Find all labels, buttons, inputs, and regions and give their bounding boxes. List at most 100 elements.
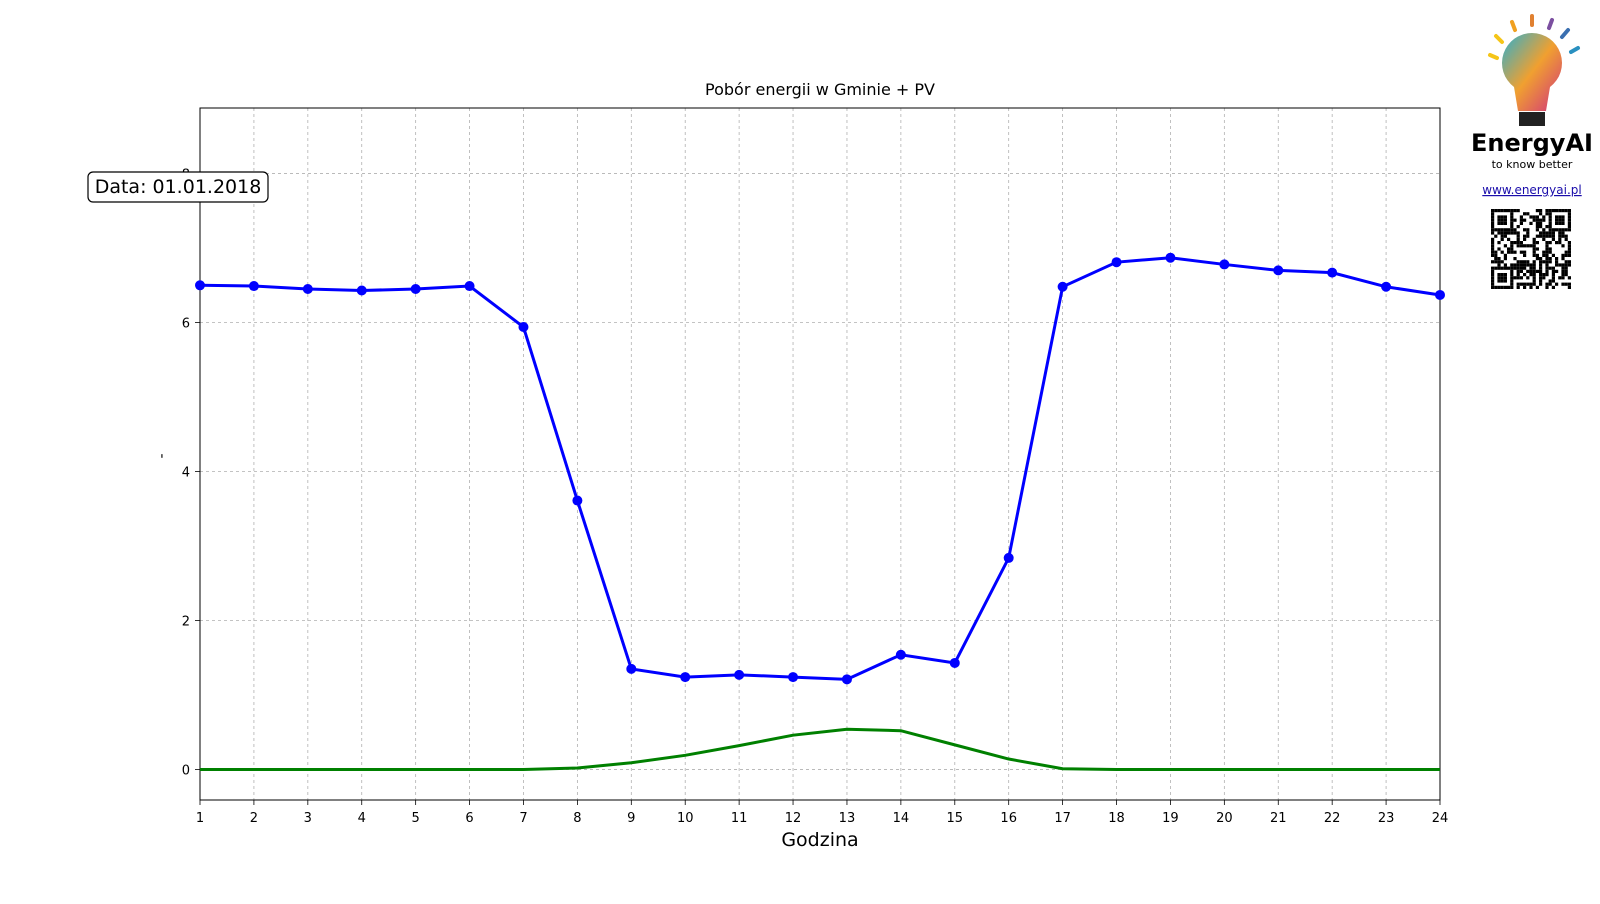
qr-cell (1567, 285, 1571, 289)
qr-cell (1555, 209, 1559, 213)
qr-cell (1494, 285, 1498, 289)
qr-cell (1500, 273, 1504, 277)
qr-cell (1491, 237, 1495, 241)
data-point (680, 672, 691, 683)
qr-cell (1535, 228, 1539, 232)
qr-cell (1542, 250, 1546, 254)
qr-cell (1545, 257, 1549, 261)
qr-cell (1558, 231, 1562, 235)
data-point (464, 281, 475, 292)
qr-cell (1561, 244, 1565, 248)
qr-cell (1526, 260, 1530, 264)
qr-cell (1526, 212, 1530, 216)
qr-cell (1500, 218, 1504, 222)
data-point (949, 657, 960, 668)
qr-cell (1545, 241, 1549, 245)
qr-cell (1523, 218, 1527, 222)
qr-cell (1539, 257, 1543, 261)
qr-cell (1532, 282, 1536, 286)
qr-cell (1551, 253, 1555, 257)
qr-cell (1529, 263, 1533, 267)
qr-cell (1532, 250, 1536, 254)
qr-cell (1510, 273, 1514, 277)
qr-cell (1510, 276, 1514, 280)
qr-cell (1555, 221, 1559, 225)
qr-cell (1497, 221, 1501, 225)
qr-cell (1561, 228, 1565, 232)
qr-cell (1500, 231, 1504, 235)
qr-cell (1516, 282, 1520, 286)
qr-cell (1542, 276, 1546, 280)
qr-cell (1561, 263, 1565, 267)
qr-cell (1551, 276, 1555, 280)
qr-cell (1507, 231, 1511, 235)
qr-cell (1532, 276, 1536, 280)
qr-cell (1494, 266, 1498, 270)
qr-cell (1542, 260, 1546, 264)
x-tick-label: 17 (1054, 811, 1071, 826)
qr-cell (1523, 285, 1527, 289)
logo: EnergyAI to know better www.energyai.pl (1471, 14, 1593, 289)
qr-cell (1519, 215, 1523, 219)
qr-cell (1539, 263, 1543, 267)
qr-cell (1532, 215, 1536, 219)
x-tick-label: 21 (1270, 811, 1287, 826)
qr-cell (1497, 215, 1501, 219)
y-tick-label: 2 (182, 614, 190, 629)
qr-cell (1535, 209, 1539, 213)
annotation-text: Data: 01.01.2018 (95, 176, 262, 198)
qr-cell (1567, 209, 1571, 213)
qr-cell (1497, 218, 1501, 222)
qr-cell (1535, 218, 1539, 222)
qr-cell (1523, 244, 1527, 248)
qr-cell (1503, 263, 1507, 267)
qr-cell (1516, 273, 1520, 277)
qr-cell (1497, 241, 1501, 245)
qr-cell (1558, 234, 1562, 238)
qr-cell (1529, 215, 1533, 219)
qr-cell (1561, 231, 1565, 235)
qr-cell (1539, 234, 1543, 238)
qr-cell (1567, 250, 1571, 254)
qr-cell (1558, 241, 1562, 245)
qr-cell (1532, 244, 1536, 248)
qr-cell (1513, 263, 1517, 267)
qr-cell (1555, 228, 1559, 232)
qr-cell (1526, 282, 1530, 286)
qr-cell (1507, 266, 1511, 270)
qr-cell (1561, 253, 1565, 257)
x-tick-label: 16 (1000, 811, 1017, 826)
x-tick-label: 8 (573, 811, 581, 826)
qr-cell (1503, 215, 1507, 219)
x-tick-label: 6 (465, 811, 473, 826)
qr-cell (1510, 241, 1514, 245)
qr-cell (1567, 228, 1571, 232)
qr-cell (1494, 260, 1498, 264)
qr-cell (1567, 241, 1571, 245)
qr-cell (1519, 221, 1523, 225)
data-point (518, 321, 529, 332)
qr-cell (1548, 257, 1552, 261)
qr-cell (1542, 253, 1546, 257)
qr-cell (1503, 228, 1507, 232)
qr-cell (1532, 279, 1536, 283)
qr-cell (1551, 234, 1555, 238)
qr-cell (1510, 266, 1514, 270)
qr-cell (1551, 279, 1555, 283)
logo-bulb (1502, 33, 1563, 111)
data-point (1111, 257, 1122, 268)
qr-cell (1564, 282, 1568, 286)
x-tick-label: 23 (1378, 811, 1395, 826)
qr-cell (1551, 285, 1555, 289)
qr-cell (1558, 221, 1562, 225)
qr-cell (1539, 273, 1543, 277)
qr-cell (1491, 231, 1495, 235)
qr-cell (1567, 282, 1571, 286)
data-point (1165, 252, 1176, 263)
qr-cell (1548, 234, 1552, 238)
qr-cell (1519, 282, 1523, 286)
qr-cell (1510, 244, 1514, 248)
logo-link[interactable]: www.energyai.pl (1482, 183, 1581, 197)
qr-cell (1513, 241, 1517, 245)
qr-cell (1503, 273, 1507, 277)
